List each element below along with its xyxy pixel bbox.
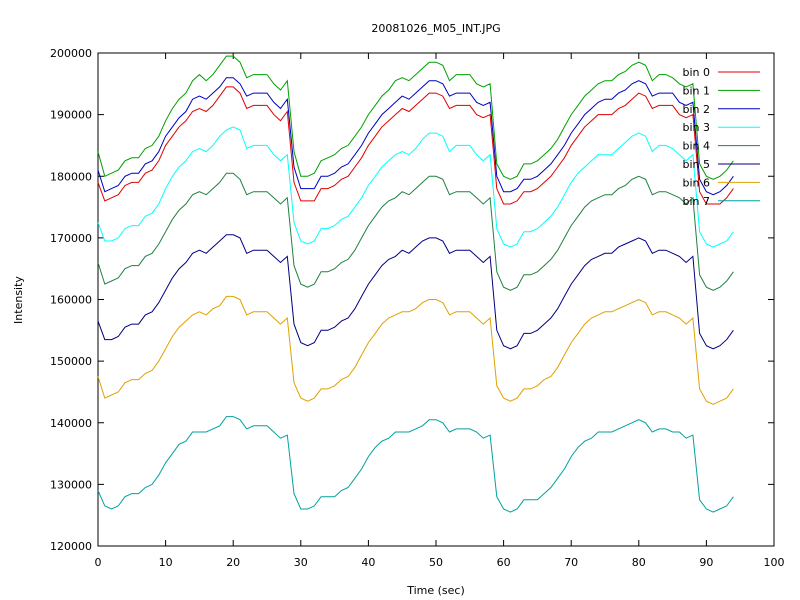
x-tick-label: 20 bbox=[226, 556, 240, 569]
series-line-bin-0 bbox=[97, 86, 734, 205]
legend-label: bin 4 bbox=[682, 140, 710, 153]
series-line-bin-3 bbox=[97, 126, 734, 248]
y-tick-label: 150000 bbox=[50, 355, 92, 368]
legend-label: bin 3 bbox=[682, 121, 710, 134]
x-tick-label: 30 bbox=[294, 556, 308, 569]
y-tick-label: 200000 bbox=[50, 47, 92, 60]
y-tick-label: 160000 bbox=[50, 294, 92, 307]
x-axis-label: Time (sec) bbox=[406, 584, 465, 597]
series-line-bin-5 bbox=[97, 234, 734, 350]
y-axis-label: Intensity bbox=[12, 276, 25, 324]
series-line-bin-6 bbox=[97, 295, 734, 405]
x-axis: 0 10 20 30 40 50 60 70 80 90 100 bbox=[95, 53, 785, 569]
x-tick-label: 40 bbox=[361, 556, 375, 569]
x-tick-label: 50 bbox=[429, 556, 443, 569]
x-tick-label: 70 bbox=[564, 556, 578, 569]
y-tick-label: 170000 bbox=[50, 232, 92, 245]
series-line-bin-1 bbox=[97, 55, 734, 180]
y-tick-label: 140000 bbox=[50, 417, 92, 430]
x-tick-label: 100 bbox=[764, 556, 785, 569]
legend: bin 0 bin 1 bin 2 bin 3 bin 4 bin 5 bin 6 bin 7 bbox=[682, 66, 760, 208]
y-tick-label: 130000 bbox=[50, 478, 92, 491]
legend-label: bin 0 bbox=[682, 66, 710, 79]
series-line-bin-2 bbox=[97, 77, 734, 196]
x-tick-label: 60 bbox=[497, 556, 511, 569]
chart-title: 20081026_M05_INT.JPG bbox=[371, 22, 500, 35]
legend-label: bin 7 bbox=[682, 195, 710, 208]
x-tick-label: 0 bbox=[95, 556, 102, 569]
legend-label: bin 2 bbox=[682, 103, 710, 116]
legend-label: bin 6 bbox=[682, 176, 710, 189]
series-group bbox=[97, 55, 734, 513]
x-tick-label: 80 bbox=[632, 556, 646, 569]
series-line-bin-7 bbox=[97, 416, 734, 513]
y-axis: 120000 130000 140000 150000 160000 170000 1800… bbox=[50, 47, 774, 553]
x-tick-label: 90 bbox=[699, 556, 713, 569]
y-tick-label: 120000 bbox=[50, 540, 92, 553]
y-tick-label: 190000 bbox=[50, 109, 92, 122]
y-tick-label: 180000 bbox=[50, 170, 92, 183]
legend-label: bin 1 bbox=[682, 84, 710, 97]
series-line-bin-4 bbox=[97, 172, 734, 291]
x-tick-label: 10 bbox=[159, 556, 173, 569]
legend-label: bin 5 bbox=[682, 158, 710, 171]
